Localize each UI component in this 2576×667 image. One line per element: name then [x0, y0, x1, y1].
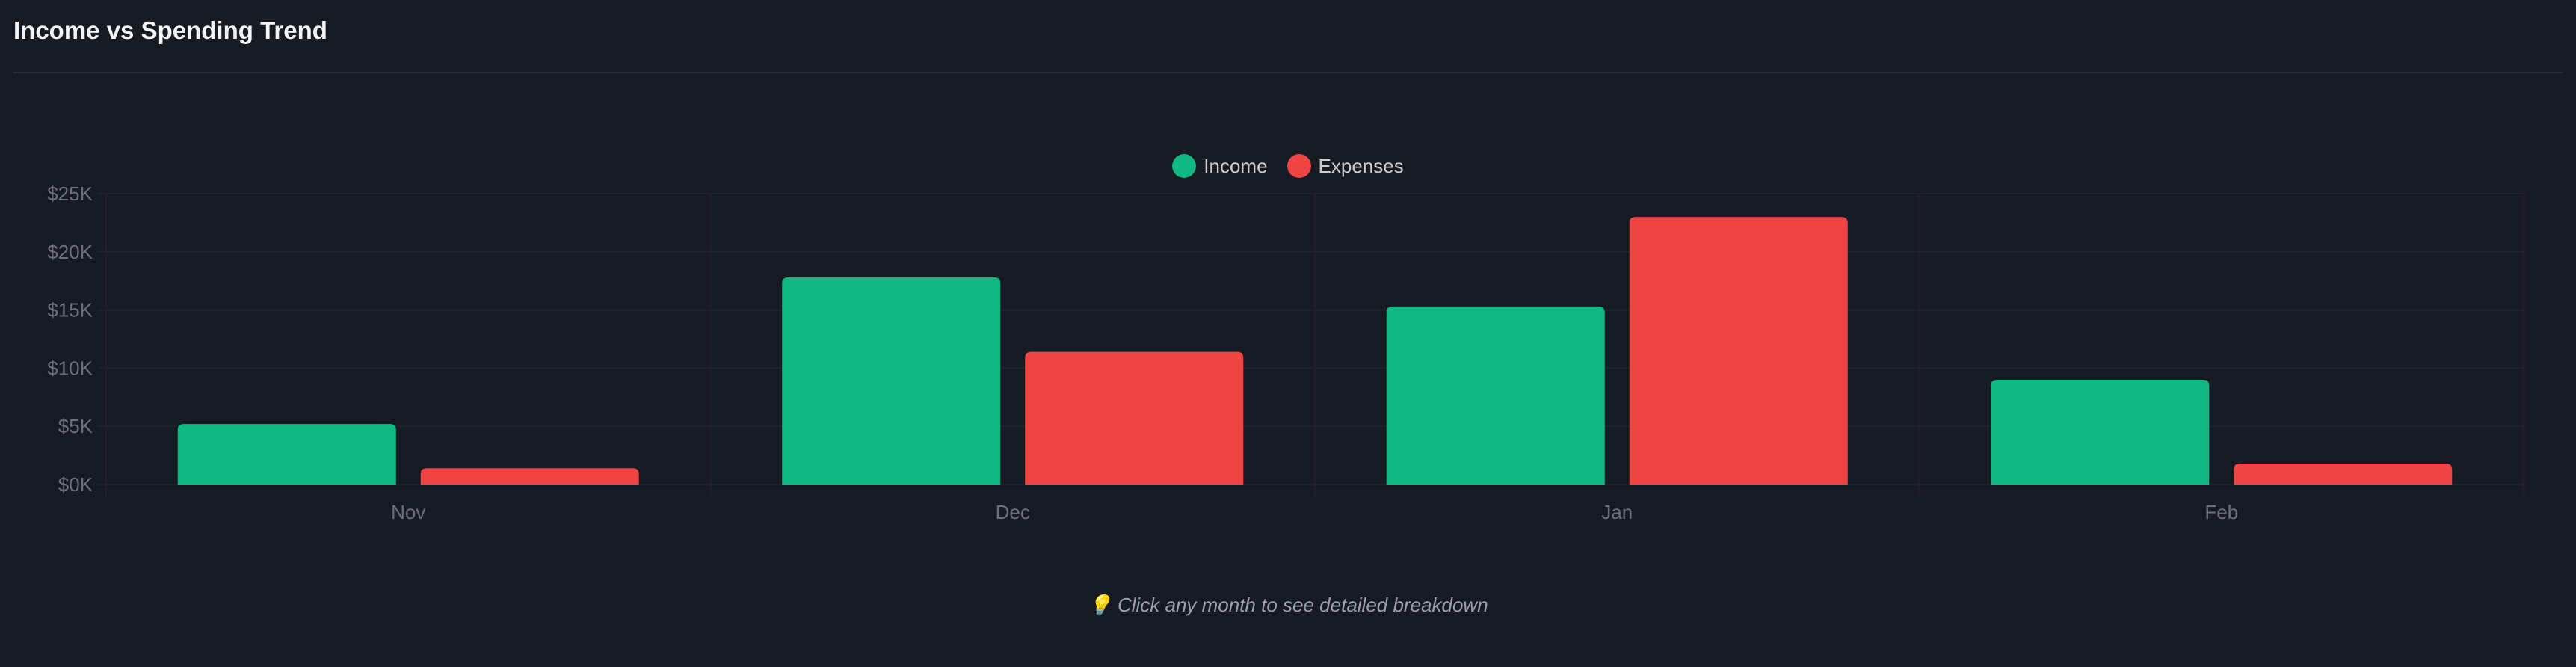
legend-label-expenses: Expenses	[1318, 154, 1404, 177]
lightbulb-icon: 💡	[1088, 594, 1112, 616]
y-tick-label: $20K	[47, 241, 93, 263]
hint-text: Click any month to see detailed breakdow…	[1117, 594, 1488, 616]
bar-income-dec[interactable]	[782, 277, 1001, 485]
y-tick-label: $10K	[47, 357, 93, 379]
bar-income-nov[interactable]	[177, 424, 396, 485]
y-tick-label: $25K	[47, 182, 93, 205]
y-tick-label: $5K	[58, 415, 93, 437]
x-tick-label: Feb	[2204, 501, 2238, 523]
bar-income-jan[interactable]	[1386, 306, 1605, 485]
y-tick-label: $15K	[47, 299, 93, 322]
bar-income-feb[interactable]	[1991, 379, 2210, 485]
x-tick-label: Jan	[1601, 501, 1633, 523]
x-tick-label: Nov	[391, 501, 425, 523]
legend-label-income: Income	[1204, 154, 1268, 177]
legend-swatch-expenses	[1287, 154, 1311, 178]
bar-expenses-feb[interactable]	[2234, 463, 2453, 485]
header-divider	[13, 72, 2563, 73]
bar-expenses-jan[interactable]	[1629, 217, 1848, 485]
legend-item-expenses[interactable]: Expenses	[1287, 154, 1404, 178]
legend: Income Expenses	[0, 154, 2576, 178]
legend-item-income[interactable]: Income	[1172, 154, 1268, 178]
legend-swatch-income	[1172, 154, 1197, 178]
y-tick-label: $0K	[58, 473, 93, 496]
hint-text-row: 💡 Click any month to see detailed breakd…	[0, 594, 2576, 617]
bar-expenses-nov[interactable]	[420, 468, 639, 485]
x-tick-label: Dec	[996, 501, 1030, 523]
bar-expenses-dec[interactable]	[1025, 351, 1244, 485]
chart-title: Income vs Spending Trend	[13, 16, 327, 44]
